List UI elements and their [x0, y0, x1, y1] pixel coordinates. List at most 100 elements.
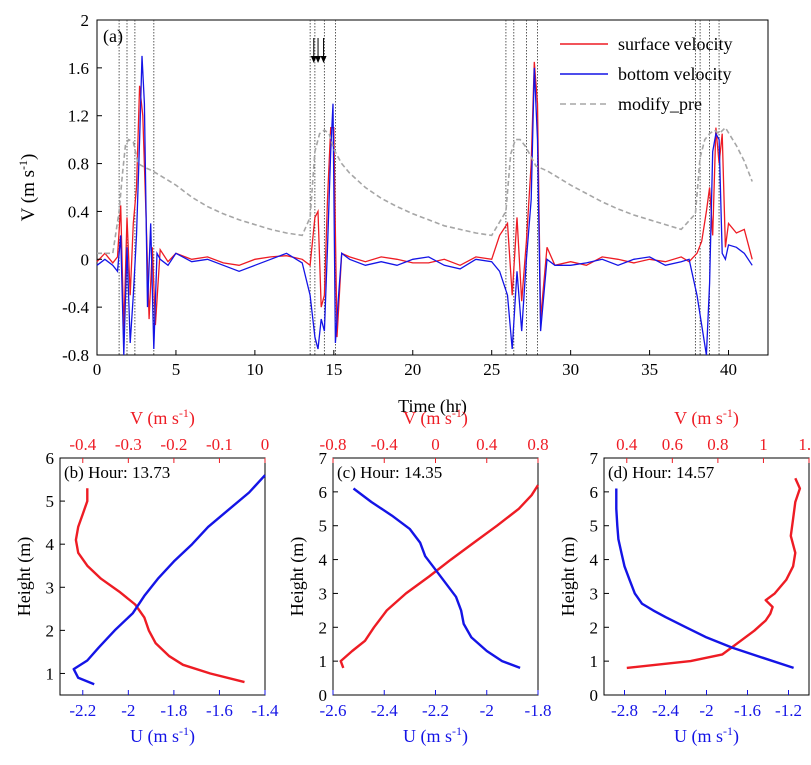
top-tick-label-b-0: -0.4 — [69, 435, 96, 454]
y-tick-label-a-4: 0.8 — [68, 155, 89, 174]
y-tick-label-d-5: 5 — [590, 517, 599, 536]
x-tick-label-a-3: 15 — [325, 360, 342, 379]
top-tick-label-d-1: 0.6 — [662, 435, 683, 454]
y-tick-label-d-2: 2 — [590, 618, 599, 637]
top-axis-label-c: V (m s-1) — [403, 406, 468, 429]
y-tick-label-c-5: 5 — [319, 517, 328, 536]
y-tick-label-c-3: 3 — [319, 584, 328, 603]
y-tick-label-d-1: 1 — [590, 652, 599, 671]
plot-frame-a — [96, 19, 769, 356]
top-tick-label-c-1: -0.4 — [371, 435, 398, 454]
y-tick-label-b-2: 3 — [46, 578, 55, 597]
y-axis-label-d: Height (m) — [558, 537, 579, 616]
profile-line-c-U — [352, 487, 521, 670]
bottom-tick-label-d-1: -2.4 — [652, 701, 679, 720]
y-tick-label-d-6: 6 — [590, 483, 599, 502]
y-tick-label-a-0: -0.8 — [62, 346, 89, 365]
top-tick-label-d-2: 0.8 — [707, 435, 728, 454]
top-tick-label-c-0: -0.8 — [320, 435, 347, 454]
y-tick-label-d-3: 3 — [590, 584, 599, 603]
y-tick-label-a-1: -0.4 — [62, 298, 89, 317]
y-axis-label-a: V (m s-1) — [16, 154, 39, 222]
x-tick-label-a-0: 0 — [93, 360, 102, 379]
bottom-tick-label-d-0: -2.8 — [611, 701, 638, 720]
legend-label-modify: modify_pre — [618, 94, 702, 114]
legend-label-bottom: bottom velocity — [618, 64, 731, 84]
top-tick-label-b-1: -0.3 — [115, 435, 142, 454]
top-axis-label-b: V (m s-1) — [130, 406, 195, 429]
bottom-tick-label-c-2: -2.2 — [422, 701, 449, 720]
top-tick-label-d-0: 0.4 — [616, 435, 638, 454]
plot-frame-b — [59, 457, 266, 696]
series-line-modify — [97, 126, 753, 255]
bottom-tick-label-d-4: -1.2 — [775, 701, 802, 720]
profile-line-b-U — [72, 474, 266, 686]
x-tick-label-a-6: 30 — [562, 360, 579, 379]
y-tick-label-c-7: 7 — [319, 449, 328, 468]
x-tick-label-a-4: 20 — [404, 360, 421, 379]
y-tick-label-a-6: 1.6 — [68, 59, 89, 78]
x-tick-label-a-1: 5 — [172, 360, 181, 379]
x-tick-label-a-8: 40 — [720, 360, 737, 379]
y-axis-label-c: Height (m) — [287, 537, 308, 616]
panel-label-b: (b) Hour: 13.73 — [64, 463, 170, 482]
y-tick-label-c-4: 4 — [319, 551, 328, 570]
y-tick-label-b-4: 5 — [46, 492, 55, 511]
profile-line-d-V — [626, 477, 802, 670]
series-line-bottom — [96, 55, 753, 356]
y-tick-label-b-5: 6 — [46, 449, 55, 468]
bottom-tick-label-c-1: -2.4 — [371, 701, 398, 720]
y-tick-label-d-0: 0 — [590, 686, 599, 705]
x-tick-label-a-2: 10 — [246, 360, 263, 379]
arrow-head-0 — [310, 56, 317, 63]
y-tick-label-b-1: 2 — [46, 621, 55, 640]
panel-label-a: (a) — [103, 26, 123, 47]
y-tick-label-c-2: 2 — [319, 618, 328, 637]
top-axis-label-d: V (m s-1) — [674, 406, 739, 429]
y-axis-label-b: Height (m) — [14, 537, 35, 616]
bottom-axis-label-d: U (m s-1) — [674, 724, 739, 747]
top-tick-label-b-3: -0.1 — [206, 435, 233, 454]
x-tick-label-a-7: 35 — [641, 360, 658, 379]
top-tick-label-c-3: 0.4 — [476, 435, 498, 454]
bottom-tick-label-c-3: -2 — [480, 701, 494, 720]
x-axis-label-a: Time (hr) — [398, 396, 467, 417]
plot-frame-d — [603, 457, 810, 696]
y-tick-label-a-7: 2 — [81, 11, 90, 30]
bottom-tick-label-d-2: -2 — [699, 701, 713, 720]
bottom-tick-label-d-3: -1.6 — [734, 701, 761, 720]
top-tick-label-c-4: 0.8 — [527, 435, 548, 454]
y-tick-label-a-5: 1.2 — [68, 107, 89, 126]
profile-line-d-U — [615, 488, 794, 670]
legend-label-surface: surface velocity — [618, 34, 732, 54]
y-tick-label-b-3: 4 — [46, 535, 55, 554]
profile-line-c-V — [339, 484, 540, 669]
y-tick-label-b-0: 1 — [46, 664, 55, 683]
bottom-tick-label-b-0: -2.2 — [69, 701, 96, 720]
top-tick-label-d-3: 1 — [759, 435, 768, 454]
y-tick-label-c-0: 0 — [319, 686, 328, 705]
top-tick-label-b-2: -0.2 — [160, 435, 187, 454]
x-tick-label-a-5: 25 — [483, 360, 500, 379]
bottom-tick-label-c-0: -2.6 — [320, 701, 347, 720]
bottom-axis-label-b: U (m s-1) — [130, 724, 195, 747]
plot-frame-c — [332, 457, 539, 696]
panel-label-d: (d) Hour: 14.57 — [608, 463, 715, 482]
bottom-tick-label-b-2: -1.8 — [160, 701, 187, 720]
top-tick-label-c-2: 0 — [431, 435, 440, 454]
panel-label-c: (c) Hour: 14.35 — [337, 463, 442, 482]
bottom-tick-label-b-4: -1.4 — [252, 701, 279, 720]
y-tick-label-a-2: 0 — [81, 250, 90, 269]
y-tick-label-c-6: 6 — [319, 483, 328, 502]
bottom-tick-label-b-1: -2 — [121, 701, 135, 720]
arrow-head-2 — [320, 56, 327, 63]
arrow-head-1 — [315, 56, 322, 63]
top-tick-label-d-4: 1.2 — [798, 435, 811, 454]
y-tick-label-d-7: 7 — [590, 449, 599, 468]
y-tick-label-a-3: 0.4 — [68, 202, 90, 221]
y-tick-label-d-4: 4 — [590, 551, 599, 570]
profile-line-b-V — [74, 488, 245, 684]
top-tick-label-b-4: 0 — [261, 435, 270, 454]
bottom-tick-label-c-4: -1.8 — [525, 701, 552, 720]
